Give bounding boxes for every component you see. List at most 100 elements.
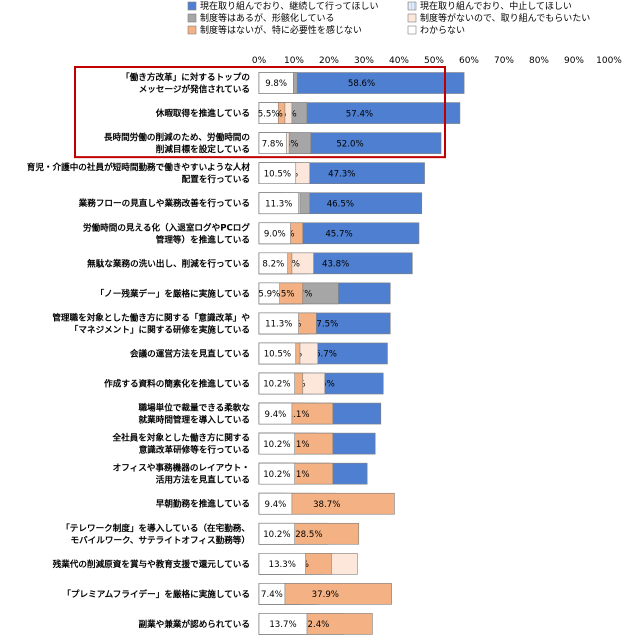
category-labels: 「働き方改革」に対するトップのメッセージが発信されている休暇取得を推進している長… — [27, 71, 251, 630]
bar-segment — [258, 462, 296, 485]
legend-item: 現在取り組んでおり、中止してほしい — [407, 0, 572, 12]
data-label: 9.8% — [265, 79, 287, 89]
x-tick-label: 50% — [424, 56, 444, 66]
category-label: 「プレミアムフライデー」を厳格に実施している — [62, 588, 250, 600]
x-tick-label: 100% — [596, 56, 622, 66]
bar-segment — [258, 252, 289, 275]
category-label: 副業や兼業が認められている — [139, 618, 250, 630]
data-label: 11.3% — [265, 320, 292, 330]
legend-item: 制度等はないが、特に必要性を感じない — [187, 24, 362, 36]
bar-segment — [258, 312, 299, 335]
data-label: 21.1% — [282, 440, 309, 450]
category-label: 「テレワーク制度」を導入している（在宅勤務、 — [61, 522, 250, 534]
x-tick-label: 40% — [389, 56, 409, 66]
legend-item: わからない — [407, 25, 465, 36]
category-label: 意識改革研修等を行っている — [139, 444, 250, 456]
data-label: 13.3% — [269, 560, 296, 570]
category-label: 削減目標を設定している — [156, 143, 250, 155]
x-tick-label: 0% — [252, 56, 267, 66]
x-tick-label: 80% — [529, 56, 549, 66]
legend-label: 制度等はないが、特に必要性を感じない — [200, 24, 362, 36]
bar-segment — [258, 372, 296, 395]
data-label: 5.9% — [258, 290, 280, 300]
bar-segment — [258, 72, 294, 94]
legend-swatch — [187, 1, 197, 11]
category-label: モバイルワーク、サテライトオフィス勤務等） — [70, 534, 250, 546]
category-label: 会議の運営方法を見直している — [130, 347, 250, 359]
legend: 現在取り組んでおり、継続して行ってほしい 現在取り組んでおり、中止してほしい制度等… — [187, 0, 590, 36]
bar-segment — [258, 553, 306, 575]
data-label: 10.5% — [264, 350, 291, 360]
bars: 58.6%7.0%10.9%5.9%7.8%9.8%57.4%6.6%13.7%… — [258, 72, 465, 635]
bar-segment — [258, 342, 297, 365]
data-label: 10.2% — [263, 530, 290, 540]
x-tick-label: 60% — [459, 56, 479, 66]
x-tick-label: 70% — [494, 56, 514, 66]
bar-segment — [258, 583, 286, 605]
data-label: 7.4% — [261, 590, 283, 600]
category-label: 残業代の削減原資を賞与や教育支援で還元している — [53, 558, 250, 570]
data-label: 21.1% — [282, 410, 309, 420]
legend-label: 制度等がないので、取り組んでもらいたい — [420, 12, 590, 24]
data-label: 45.7% — [325, 229, 352, 239]
x-tick-label: 20% — [319, 56, 339, 66]
data-label: 10.2% — [263, 470, 290, 480]
data-label: 36.7% — [310, 350, 337, 360]
x-tick-label: 10% — [284, 56, 304, 66]
legend-item: 現在取り組んでおり、継続して行ってほしい — [187, 0, 378, 12]
category-label: 活用方法を見直している — [156, 474, 250, 486]
category-label: 育児・介護中の社員が短時間勤務で働きやすいような人材 — [27, 161, 251, 173]
legend-item: 制度等はあるが、形骸化している — [187, 12, 335, 24]
category-label: 作成する資料の簡素化を推進している — [104, 378, 250, 390]
bar-segment — [258, 492, 293, 515]
bar-segment — [258, 102, 279, 124]
data-label: 37.9% — [312, 590, 339, 600]
data-label: 28.5% — [295, 530, 322, 540]
category-label: 業務フローの見直しや業務改善を行っている — [78, 197, 250, 209]
data-label: 37.5% — [311, 320, 338, 330]
category-label: 休暇取得を推進している — [155, 107, 250, 119]
legend-label: 現在取り組んでおり、継続して行ってほしい — [200, 0, 378, 12]
legend-swatch — [187, 13, 197, 23]
category-label: 管理職を対象とした働き方に関する「意識改革」や — [52, 311, 250, 323]
bar-segment — [258, 162, 297, 184]
data-label: 11.3% — [265, 199, 292, 209]
category-label: 全社員を対象とした働き方に関する — [111, 432, 250, 444]
bar-segment — [258, 402, 293, 425]
category-label: 長時間労働の削減のため、労働時間の — [104, 131, 250, 143]
legend-swatch — [407, 13, 417, 23]
category-label: 「働き方改革」に対するトップの — [121, 71, 250, 83]
bar-segment — [258, 522, 296, 545]
legend-swatch — [407, 1, 417, 11]
data-label: 21.1% — [282, 470, 309, 480]
highlight-frame — [74, 66, 446, 159]
category-label: 早朝勤務を推進している — [156, 498, 250, 510]
category-label: 職場単位で裁量できる柔軟な — [138, 402, 250, 414]
category-label: メッセージが発信されている — [139, 83, 250, 95]
bar-segment — [258, 192, 299, 215]
data-label: 58.6% — [348, 79, 375, 89]
bar-segment — [258, 282, 280, 305]
data-label: 52.0% — [336, 139, 363, 149]
data-label: 10.2% — [263, 380, 290, 390]
x-tick-label: 30% — [354, 56, 374, 66]
category-label: 「ノー残業デー」を厳格に実施している — [96, 287, 250, 299]
legend-label: 現在取り組んでおり、中止してほしい — [420, 0, 572, 12]
x-tick-label: 90% — [564, 56, 584, 66]
category-label: オフィスや事務機器のレイアウト・ — [113, 462, 250, 474]
data-label: 8.2% — [262, 260, 284, 270]
data-label: 57.4% — [346, 109, 373, 119]
data-label: 47.3% — [328, 169, 355, 179]
legend-label: 制度等はあるが、形骸化している — [200, 12, 335, 24]
bar-segment — [258, 432, 296, 455]
bar-segment — [258, 132, 287, 154]
data-label: 12.5% — [267, 290, 294, 300]
data-label: 10.5% — [264, 169, 291, 179]
data-label: 9.4% — [265, 500, 287, 510]
bar-segment — [258, 613, 308, 635]
data-label: 32.4% — [302, 620, 329, 630]
highlight-box — [74, 66, 446, 159]
x-axis: 0% 10% 20% 30% 40% 50% 60% 70% 80% 90% 100% — [252, 56, 622, 66]
legend-item: 制度等がないので、取り組んでもらいたい — [407, 12, 590, 24]
category-label: 配置を行っている — [182, 173, 250, 185]
